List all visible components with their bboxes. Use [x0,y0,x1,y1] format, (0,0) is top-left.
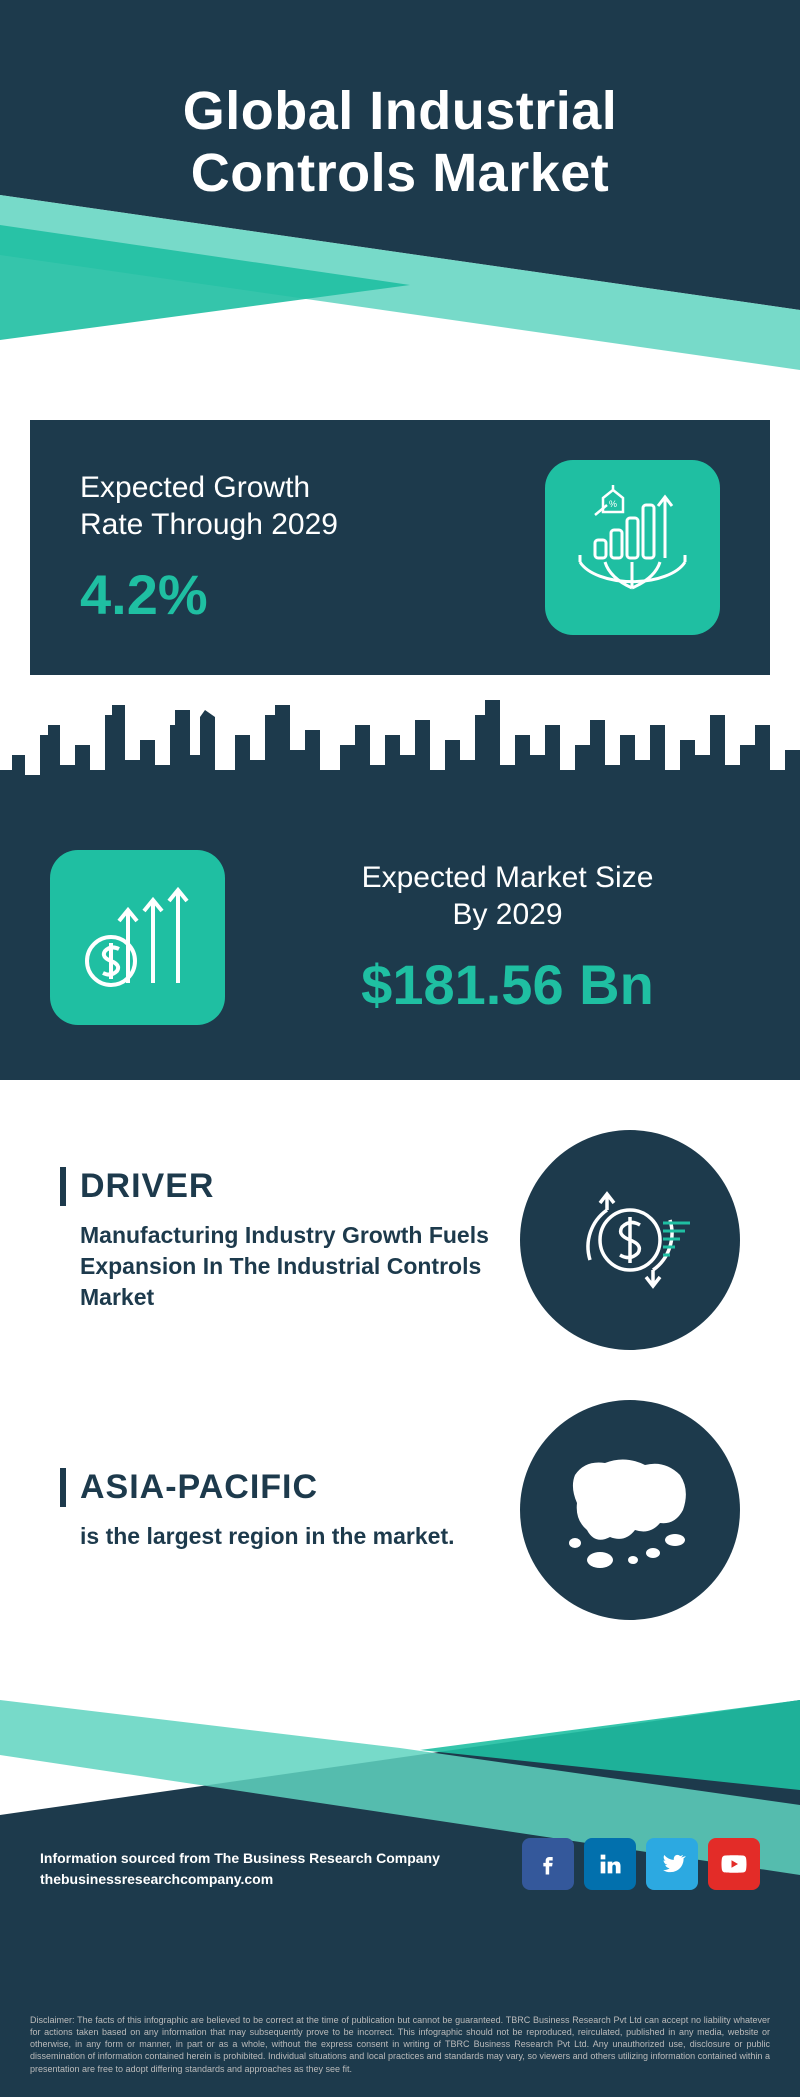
driver-heading: DRIVER [60,1167,490,1206]
stat-market-text: Expected Market Size By 2029 $181.56 Bn [265,859,750,1017]
stat-growth-value: 4.2% [80,562,338,627]
title-line-2: Controls Market [191,143,610,203]
region-heading: ASIA-PACIFIC [60,1468,490,1507]
social-icons [522,1838,760,1890]
detail-sections: DRIVER Manufacturing Industry Growth Fue… [0,1080,800,1700]
growth-chart-globe-icon: % [545,460,720,635]
dollar-arrows-icon [50,850,225,1025]
youtube-icon[interactable] [708,1838,760,1890]
skyline-divider [0,675,800,805]
money-exchange-icon [520,1130,740,1350]
header-background-shape [0,0,800,420]
stat-growth-text: Expected Growth Rate Through 2029 4.2% [80,469,338,627]
region-body: is the largest region in the market. [60,1521,490,1552]
source-attribution: Information sourced from The Business Re… [40,1848,440,1890]
footer: Information sourced from The Business Re… [0,1700,800,2000]
header: Global Industrial Controls Market [0,0,800,420]
driver-body: Manufacturing Industry Growth Fuels Expa… [60,1220,490,1313]
asia-pacific-map-icon [520,1400,740,1620]
page-title: Global Industrial Controls Market [0,80,800,204]
region-text: ASIA-PACIFIC is the largest region in th… [60,1468,490,1552]
svg-text:%: % [609,499,617,509]
stat-growth-label: Expected Growth Rate Through 2029 [80,469,338,544]
driver-section: DRIVER Manufacturing Industry Growth Fue… [60,1130,740,1350]
linkedin-icon[interactable] [584,1838,636,1890]
stat-market-label: Expected Market Size By 2029 [265,859,750,934]
driver-text: DRIVER Manufacturing Industry Growth Fue… [60,1167,490,1313]
city-skyline-icon [0,675,800,805]
region-section: ASIA-PACIFIC is the largest region in th… [60,1400,740,1620]
stat-market-size: Expected Market Size By 2029 $181.56 Bn [0,805,800,1080]
facebook-icon[interactable] [522,1838,574,1890]
disclaimer-text: Disclaimer: The facts of this infographi… [0,2000,800,2097]
stat-market-value: $181.56 Bn [265,952,750,1017]
stat-growth-rate: Expected Growth Rate Through 2029 4.2% [30,420,770,675]
title-line-1: Global Industrial [183,81,618,141]
footer-content: Information sourced from The Business Re… [40,1838,760,1890]
twitter-icon[interactable] [646,1838,698,1890]
infographic-root: Global Industrial Controls Market Expect… [0,0,800,2097]
